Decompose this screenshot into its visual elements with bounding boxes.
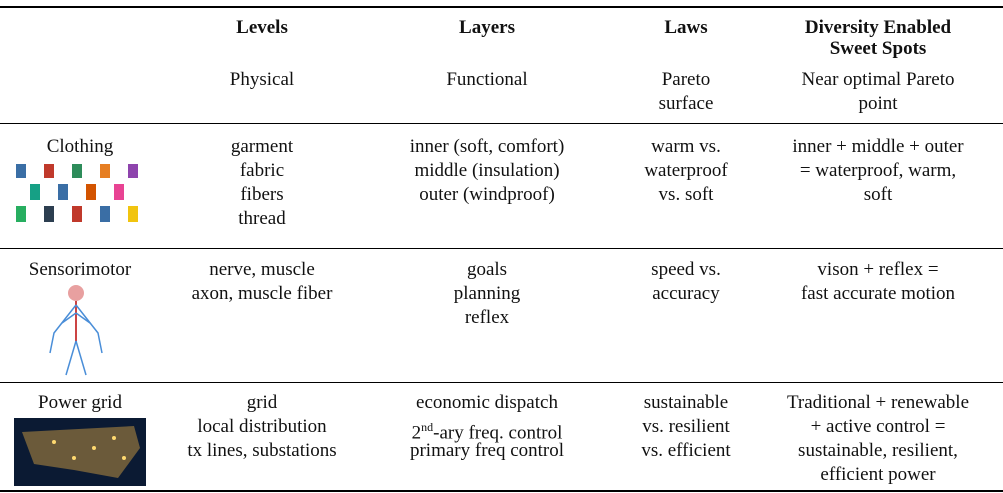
cell-line: vison + reflex = — [817, 259, 939, 280]
cell-line: Laws — [664, 17, 708, 38]
cell-line: fabric — [239, 160, 285, 181]
cell-line: warm vs. — [651, 136, 721, 157]
cell-line: Sensorimotor — [28, 259, 132, 280]
cell-line: local distribution — [197, 416, 327, 437]
top-rule — [0, 6, 1003, 8]
text-part: 2 — [411, 422, 422, 444]
cell-line: 2nd-ary freq. control — [357, 415, 617, 443]
cell-line: soft — [863, 184, 893, 205]
cell-line: garment — [230, 136, 294, 157]
cell-line: planning — [453, 283, 521, 304]
clothing-image — [16, 164, 138, 222]
cell-line: thread — [238, 208, 286, 229]
cell-line: inner + middle + outer — [792, 136, 964, 157]
row-rule — [0, 382, 1003, 383]
cell-line: inner (soft, comfort) — [409, 136, 565, 157]
cell-line: Diversity Enabled — [804, 17, 952, 38]
cell-line: Power grid — [38, 392, 122, 413]
text-part: nd — [421, 420, 434, 434]
cell-line: + active control = — [810, 416, 946, 437]
cell-line: vs. soft — [658, 184, 714, 205]
cell-line: waterproof — [644, 160, 728, 181]
cell-line: Near optimal Pareto — [801, 69, 955, 90]
cell-line: vs. resilient — [642, 416, 730, 437]
cell-line: grid — [246, 392, 278, 413]
cell-line: vs. efficient — [641, 440, 731, 461]
cell-line: Pareto — [661, 69, 711, 90]
cell-line: fibers — [240, 184, 284, 205]
cell-line: economic dispatch — [416, 392, 558, 413]
cell-line: Traditional + renewable — [786, 392, 970, 413]
cell-line: Clothing — [46, 136, 114, 157]
cell-line: Layers — [459, 17, 515, 38]
cell-line: reflex — [464, 307, 510, 328]
bottom-rule — [0, 490, 1003, 492]
cell-line: = waterproof, warm, — [799, 160, 957, 181]
row-rule — [0, 248, 1003, 249]
cell-line: accuracy — [652, 283, 720, 304]
cell-line: primary freq control — [409, 440, 565, 461]
cell-line: surface — [658, 93, 714, 114]
cell-line: middle (insulation) — [414, 160, 560, 181]
row-rule — [0, 123, 1003, 124]
cell-line: tx lines, substations — [187, 440, 337, 461]
text-part: -ary freq. control — [433, 422, 563, 444]
cell-line: sustainable, resilient, — [798, 440, 958, 461]
cell-line: nerve, muscle — [209, 259, 315, 280]
cell-line: axon, muscle fiber — [191, 283, 333, 304]
cell-line: speed vs. — [651, 259, 721, 280]
cell-line: Sweet Spots — [829, 38, 927, 59]
cell-line: outer (windproof) — [419, 184, 555, 205]
cell-line: goals — [466, 259, 508, 280]
cell-line: Functional — [446, 69, 528, 90]
cell-line: sustainable — [643, 392, 729, 413]
power-grid-image — [14, 418, 146, 486]
cell-line: Physical — [229, 69, 295, 90]
cell-line: Levels — [236, 17, 288, 38]
cell-line: point — [858, 93, 898, 114]
nervous-system-image — [49, 285, 103, 376]
cell-line: efficient power — [820, 464, 936, 485]
cell-line: fast accurate motion — [800, 283, 956, 304]
